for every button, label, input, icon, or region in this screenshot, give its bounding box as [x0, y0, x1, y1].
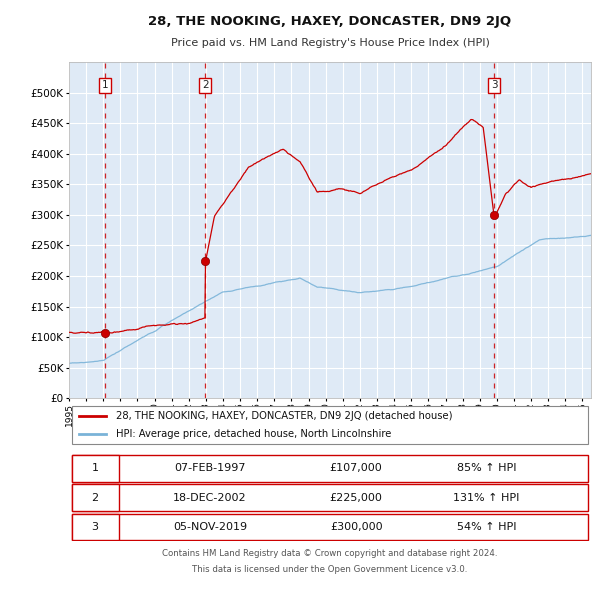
- Bar: [105, 62, 205, 398]
- Bar: [494, 62, 591, 398]
- Text: £300,000: £300,000: [330, 522, 382, 532]
- Bar: [69, 62, 105, 398]
- Text: Price paid vs. HM Land Registry's House Price Index (HPI): Price paid vs. HM Land Registry's House …: [170, 38, 490, 48]
- Text: This data is licensed under the Open Government Licence v3.0.: This data is licensed under the Open Gov…: [193, 565, 467, 573]
- Text: 85% ↑ HPI: 85% ↑ HPI: [457, 463, 517, 473]
- Text: HPI: Average price, detached house, North Lincolnshire: HPI: Average price, detached house, Nort…: [116, 430, 391, 440]
- Bar: [71, 455, 119, 481]
- Text: 2: 2: [202, 80, 209, 90]
- Text: 3: 3: [491, 80, 497, 90]
- Bar: [71, 484, 119, 511]
- Text: £225,000: £225,000: [329, 493, 383, 503]
- Text: 131% ↑ HPI: 131% ↑ HPI: [454, 493, 520, 503]
- Bar: [205, 62, 494, 398]
- Text: 1: 1: [92, 463, 98, 473]
- Text: 05-NOV-2019: 05-NOV-2019: [173, 522, 247, 532]
- Text: 28, THE NOOKING, HAXEY, DONCASTER, DN9 2JQ: 28, THE NOOKING, HAXEY, DONCASTER, DN9 2…: [148, 15, 512, 28]
- Text: £107,000: £107,000: [330, 463, 382, 473]
- Text: 1: 1: [101, 80, 108, 90]
- Text: 54% ↑ HPI: 54% ↑ HPI: [457, 522, 517, 532]
- Text: 2: 2: [92, 493, 98, 503]
- Text: 18-DEC-2002: 18-DEC-2002: [173, 493, 247, 503]
- Text: 3: 3: [92, 522, 98, 532]
- Text: Contains HM Land Registry data © Crown copyright and database right 2024.: Contains HM Land Registry data © Crown c…: [162, 549, 498, 558]
- Text: 28, THE NOOKING, HAXEY, DONCASTER, DN9 2JQ (detached house): 28, THE NOOKING, HAXEY, DONCASTER, DN9 2…: [116, 411, 452, 421]
- Bar: [71, 455, 589, 481]
- Bar: [71, 514, 119, 540]
- Text: 07-FEB-1997: 07-FEB-1997: [174, 463, 245, 473]
- Bar: [71, 484, 589, 511]
- Bar: [71, 514, 589, 540]
